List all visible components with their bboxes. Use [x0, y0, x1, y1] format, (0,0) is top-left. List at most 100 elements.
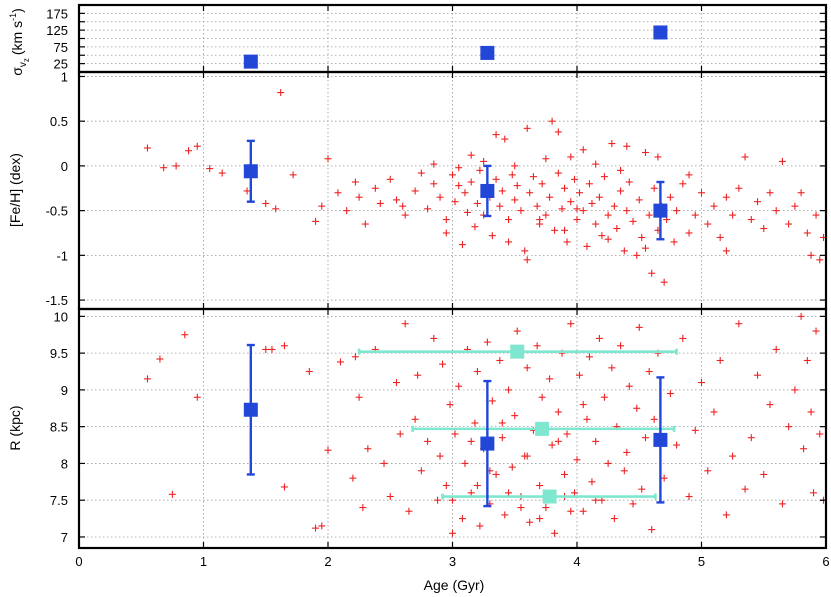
feh-star-point — [585, 180, 593, 188]
feh-star-point — [816, 256, 824, 264]
radius-star-point — [635, 323, 643, 331]
radius-star-point — [600, 393, 608, 401]
feh-star-point — [538, 180, 546, 188]
radius-star-point — [430, 334, 438, 342]
radius-star-point — [691, 426, 699, 434]
grid-layer — [79, 5, 826, 548]
age-bin-marker — [243, 164, 258, 179]
feh-star-point — [218, 169, 226, 177]
radius-star-point — [461, 459, 469, 467]
radius-ytick-label: 10 — [54, 309, 68, 324]
feh-star-point — [583, 242, 591, 250]
x-tick-label: 3 — [449, 554, 456, 569]
feh-star-point — [670, 238, 678, 246]
radius-star-point — [785, 423, 793, 431]
feh-star-point — [638, 233, 646, 241]
radius-star-point — [417, 467, 425, 475]
radius-ytick-label: 7.5 — [50, 493, 68, 508]
feh-star-point — [766, 189, 774, 197]
feh-star-point — [523, 256, 531, 264]
radius-star-point — [513, 327, 521, 335]
feh-star-point — [778, 157, 786, 165]
feh-star-point — [598, 232, 606, 240]
age-bin-marker — [243, 54, 258, 69]
radius-star-point — [268, 345, 276, 353]
feh-star-point — [430, 160, 438, 168]
radius-star-point — [561, 470, 569, 478]
feh-star-point — [635, 196, 643, 204]
radius-star-point — [579, 401, 587, 409]
feh-star-point — [455, 182, 463, 190]
radius-star-point — [592, 496, 600, 504]
radius-star-point — [498, 434, 506, 442]
feh-star-point — [542, 155, 550, 163]
feh-star-point — [492, 131, 500, 139]
radius-star-point — [526, 518, 534, 526]
radius-star-point — [538, 393, 546, 401]
radius-star-point — [747, 434, 755, 442]
radius-star-point — [442, 481, 450, 489]
feh-star-point — [355, 193, 363, 201]
radius-star-point — [583, 415, 591, 423]
radius-star-point — [336, 358, 344, 366]
feh-star-point — [206, 165, 214, 173]
radius-star-point — [501, 511, 509, 519]
radius-star-point — [595, 334, 603, 342]
feh-star-point — [710, 202, 718, 210]
radius-star-point — [778, 500, 786, 508]
radius-star-point — [741, 485, 749, 493]
radius-star-point — [471, 419, 479, 427]
feh-star-point — [641, 244, 649, 252]
x-tick-label: 0 — [75, 554, 82, 569]
feh-star-point — [561, 184, 569, 192]
feh-star-point — [143, 144, 151, 152]
feh-ytick-label: 0 — [61, 159, 68, 174]
feh-star-point — [772, 207, 780, 215]
feh-star-point — [476, 166, 484, 174]
radius-star-point — [722, 511, 730, 519]
radius-star-point — [772, 345, 780, 353]
radius-star-point — [523, 364, 531, 372]
radius-star-point — [807, 408, 815, 416]
feh-star-point — [455, 164, 463, 172]
sigma-sub-z: z — [22, 58, 31, 62]
radius-star-point — [439, 360, 447, 368]
feh-star-point — [430, 180, 438, 188]
radius-star-point — [810, 489, 818, 497]
feh-star-point — [442, 229, 450, 237]
radius-star-point — [305, 368, 313, 376]
radial-bin-marker — [535, 421, 550, 436]
feh-star-point — [517, 207, 525, 215]
radius-ylabel: R (kpc) — [7, 405, 23, 450]
sigma-age-bin — [480, 45, 495, 60]
radius-star-point — [355, 393, 363, 401]
feh-star-point — [573, 216, 581, 224]
radius-star-point — [508, 463, 516, 471]
feh-star-point — [558, 205, 566, 213]
feh-star-point — [613, 225, 621, 233]
radius-star-point — [735, 320, 743, 328]
radius-star-point — [505, 386, 513, 394]
radius-star-point — [660, 474, 668, 482]
radius-star-point — [571, 489, 579, 497]
feh-star-point — [411, 187, 419, 195]
feh-star-point — [600, 173, 608, 181]
radius-star-point — [573, 456, 581, 464]
feh-star-point — [567, 153, 575, 161]
age-bin-marker — [480, 45, 495, 60]
sigma-units: (km s — [9, 21, 25, 55]
radius-star-point — [760, 470, 768, 478]
feh-star-point — [588, 199, 596, 207]
feh-star-point — [741, 153, 749, 161]
feh-star-point — [505, 216, 513, 224]
feh-star-point — [610, 202, 618, 210]
feh-star-point — [648, 269, 656, 277]
radius-star-point — [548, 441, 556, 449]
radius-radial-bin — [441, 489, 657, 504]
radius-star-point — [800, 445, 808, 453]
sigma-units-close: ) — [9, 8, 25, 13]
blue-layer — [243, 25, 668, 508]
feh-star-point — [666, 193, 674, 201]
radius-star-point — [554, 408, 562, 416]
radius-star-point — [446, 401, 454, 409]
